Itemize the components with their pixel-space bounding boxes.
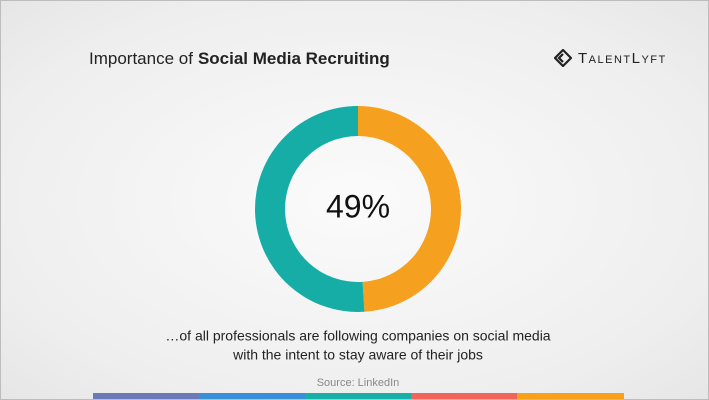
title: Importance of Social Media Recruiting: [89, 49, 390, 69]
color-bar: [93, 393, 199, 399]
source: Source: LinkedIn: [317, 377, 400, 389]
title-bold: Social Media Recruiting: [197, 49, 390, 68]
color-bar: [305, 393, 411, 399]
donut-segment: [254, 106, 365, 313]
donut-segment: [358, 106, 461, 312]
caption: …of all professionals are following comp…: [165, 328, 550, 344]
title-text: Importance of: [89, 49, 193, 68]
logo: TalentLyft: [554, 49, 667, 67]
caption: with the intent to stay aware of their j…: [232, 347, 483, 363]
color-bar: [411, 393, 517, 399]
color-bar: [517, 393, 624, 399]
color-bar: [199, 393, 305, 399]
logo-icon: [554, 49, 572, 67]
center-label: 49%: [326, 188, 390, 224]
brand: TalentLyft: [578, 49, 667, 67]
